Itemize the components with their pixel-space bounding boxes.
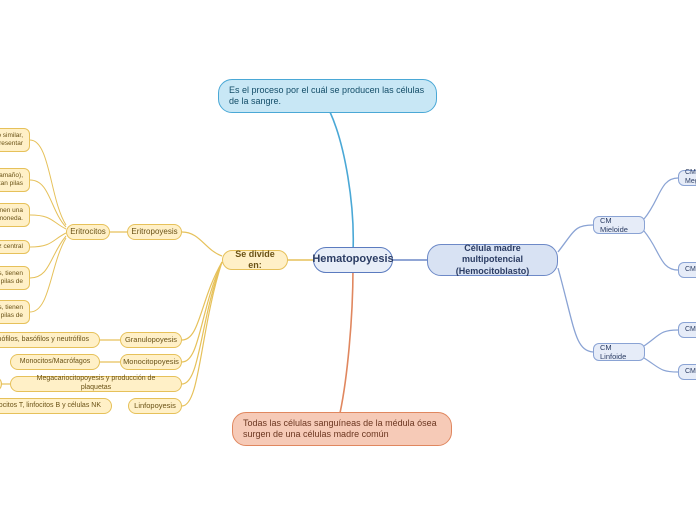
center-node[interactable]: Hematopoyesis xyxy=(313,247,393,273)
granulopoyesis-sub[interactable]: Eosinófilos, basófilos y neutrófilos xyxy=(0,332,100,348)
hemocitoblasto-node[interactable]: Célula madre multipotencial (Hemocitobla… xyxy=(427,244,558,276)
eritro-detail-3: idez central xyxy=(0,240,30,254)
megacario-node[interactable]: Megacariocitopoyesis y producción de pla… xyxy=(10,376,182,392)
cm-megaca-node[interactable]: CM de Megaca xyxy=(678,170,696,186)
granulopoyesis-node[interactable]: Granulopoyesis xyxy=(120,332,182,348)
linfopoyesis-sub[interactable]: Linfocitos T, linfocitos B y células NK xyxy=(0,398,112,414)
cm-mieloide-node[interactable]: CM Mieloide xyxy=(593,216,645,234)
eritro-detail-1: de tamaño), sentan pilas xyxy=(0,168,30,192)
cm-linfocit-2-node[interactable]: CM de Linfocit xyxy=(678,364,696,380)
cm-granulo-node[interactable]: CM de granulo xyxy=(678,262,696,278)
note-definition[interactable]: Es el proceso por el cuál se producen la… xyxy=(218,79,437,113)
note-origin[interactable]: Todas las células sanguíneas de la médul… xyxy=(232,412,452,446)
cm-linfoide-node[interactable]: CM Linfoide xyxy=(593,343,645,361)
se-divide-node[interactable]: Se divide en: xyxy=(222,250,288,270)
eritropoyesis-node[interactable]: Eritropoyesis xyxy=(127,224,182,240)
monocitopoyesis-sub[interactable]: Monocitos/Macrófagos xyxy=(10,354,100,370)
eritrocitos-node[interactable]: Eritrocitos xyxy=(66,224,110,240)
megacario-sub[interactable]: as xyxy=(0,376,2,392)
eritro-detail-5: tosis, tienen nten pilas de xyxy=(0,300,30,324)
linfopoyesis-node[interactable]: Linfopoyesis xyxy=(128,398,182,414)
eritro-detail-2: ar, tienen una ez de moneda. xyxy=(0,203,30,227)
eritro-detail-4: cosis, tienen ten pilas de xyxy=(0,266,30,290)
eritro-detail-0: amaño similar, a presentar xyxy=(0,128,30,152)
monocitopoyesis-node[interactable]: Monocitopoyesis xyxy=(120,354,182,370)
cm-linfocit-1-node[interactable]: CM de Linfocit xyxy=(678,322,696,338)
